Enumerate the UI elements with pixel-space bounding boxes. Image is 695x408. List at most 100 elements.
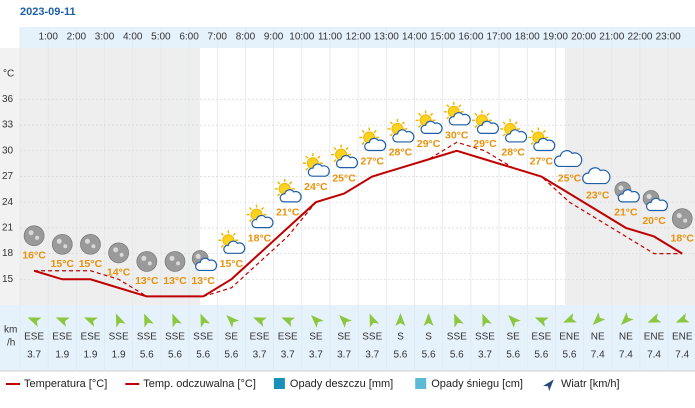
wind-speed: 1.9 — [83, 350, 97, 361]
wind-direction: ENE — [672, 332, 693, 343]
moon — [136, 251, 158, 272]
cloud — [223, 240, 246, 254]
legend-label: Wiatr [km/h] — [561, 378, 620, 390]
sun-ray — [232, 232, 236, 236]
value-label: 14°C — [107, 267, 131, 279]
weather-icon — [246, 204, 274, 229]
hour-label: 12:00 — [346, 32, 371, 43]
hour-label: 15:00 — [430, 32, 455, 43]
weather-icon — [528, 127, 556, 152]
weather-icon — [387, 118, 415, 143]
wind-arrow — [508, 315, 521, 328]
weather-icon — [359, 127, 387, 152]
wind-direction: SSE — [137, 332, 157, 343]
wind-speed: 5.6 — [168, 350, 182, 361]
y-tick-label: 27 — [2, 171, 14, 182]
cloud — [307, 163, 330, 177]
sun-ray — [277, 193, 281, 197]
wind-arrow — [647, 313, 662, 323]
wind-speed: 3.7 — [253, 350, 267, 361]
value-label: 25°C — [558, 172, 582, 184]
value-label: 15°C — [220, 258, 244, 270]
wind-arrow — [310, 315, 324, 328]
value-label: 18°C — [248, 232, 272, 244]
wind-speed: 1.9 — [112, 350, 126, 361]
wind-speed: 7.4 — [675, 350, 689, 361]
sun-ray — [514, 121, 518, 125]
wind-direction: NE — [591, 332, 605, 343]
legend-swatch — [415, 378, 427, 389]
moon-spot — [119, 252, 124, 257]
value-label: 28°C — [389, 147, 413, 159]
hour-label: 6:00 — [179, 32, 199, 43]
wind-speed: 5.6 — [224, 350, 238, 361]
wind-arrow — [534, 317, 549, 327]
sun-ray — [530, 129, 534, 134]
sun-ray — [248, 219, 253, 223]
value-label: 21°C — [614, 207, 638, 219]
weather-icon — [671, 208, 693, 229]
cloud — [364, 137, 387, 152]
wind-speed: 1.9 — [55, 350, 69, 361]
wind-direction: ESE — [52, 332, 72, 343]
value-label: 20°C — [642, 215, 666, 227]
value-label: 28°C — [501, 147, 525, 159]
wind-arrow — [226, 315, 240, 328]
y-tick-label: 15 — [2, 274, 14, 285]
value-label: 29°C — [473, 138, 497, 150]
hour-label: 13:00 — [374, 32, 399, 43]
cloud — [582, 167, 611, 185]
y-unit: °C — [3, 69, 14, 80]
wind-speed: 5.6 — [393, 350, 407, 361]
wind-speed: 5.6 — [422, 350, 436, 361]
feels-like-line — [34, 141, 683, 298]
wind-direction: S — [397, 332, 404, 343]
wind-direction: SE — [506, 332, 520, 343]
wind-speed: 5.6 — [506, 350, 520, 361]
wind-direction: SSE — [362, 332, 382, 343]
weather-icon — [218, 230, 246, 254]
legend: Temperatura [°C] Temp. odczuwalna [°C] Opa… — [6, 378, 620, 392]
sun-ray — [474, 112, 478, 116]
moon-spot — [113, 247, 119, 253]
sun-ray — [446, 116, 450, 120]
wind-direction: ENE — [559, 332, 580, 343]
wind-speed: 7.4 — [647, 350, 661, 361]
sun-ray — [317, 155, 321, 159]
sun-ray — [474, 124, 478, 128]
wind-arrow — [423, 313, 434, 326]
weather-icon — [302, 153, 330, 177]
sun-ray — [446, 104, 450, 108]
hour-label: 21:00 — [599, 32, 624, 43]
wind-speed: 5.6 — [450, 350, 464, 361]
weather-icon — [80, 233, 101, 255]
legend-label: Opady deszczu [mm] — [290, 378, 393, 390]
cloud — [195, 257, 218, 272]
wind-speed: 3.7 — [337, 350, 351, 361]
value-label: 30°C — [445, 130, 469, 142]
wind-speed: 5.6 — [563, 350, 577, 361]
moon — [80, 233, 101, 255]
sun-ray — [486, 112, 490, 116]
sun-ray — [289, 181, 293, 185]
wind-arrow — [27, 317, 42, 327]
weather-icon — [23, 225, 45, 247]
weather-icon — [471, 110, 499, 134]
hour-label: 23:00 — [656, 32, 681, 43]
value-label: 15°C — [51, 258, 75, 270]
wind-arrow — [200, 313, 211, 328]
legend-label: Opady śniegu [cm] — [431, 378, 523, 390]
cloud — [448, 112, 471, 126]
sun-ray — [502, 133, 506, 137]
wind-arrow — [563, 313, 577, 323]
sun-ray — [305, 155, 309, 159]
value-label: 13°C — [191, 275, 215, 287]
hour-label: 20:00 — [571, 32, 596, 43]
wind-speed: 3.7 — [478, 350, 492, 361]
weather-icon — [164, 251, 186, 272]
y-tick-label: 24 — [2, 197, 14, 208]
hour-label: 10:00 — [289, 32, 314, 43]
legend-swatch — [543, 379, 554, 392]
moon-spot — [683, 218, 688, 223]
wind-speed: 3.7 — [27, 350, 41, 361]
